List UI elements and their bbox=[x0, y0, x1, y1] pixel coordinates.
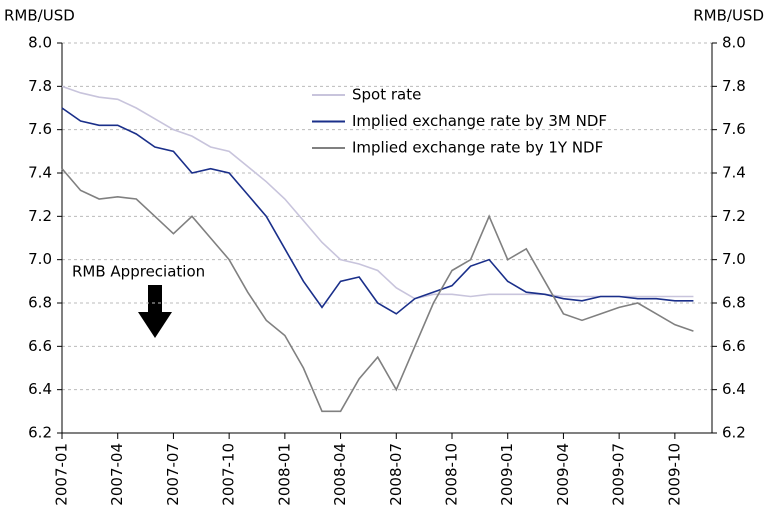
y2-tick-label: 7.8 bbox=[722, 77, 746, 95]
x-tick-label: 2007-07 bbox=[164, 443, 182, 506]
y2-tick-label: 7.4 bbox=[722, 164, 746, 182]
x-tick-label: 2009-01 bbox=[498, 443, 516, 506]
x-tick-label: 2008-07 bbox=[387, 443, 405, 506]
y2-tick-label: 6.4 bbox=[722, 380, 746, 398]
y2-axis-label: RMB/USD bbox=[693, 7, 764, 25]
series-line bbox=[61, 85, 694, 300]
legend-label: Implied exchange rate by 3M NDF bbox=[352, 112, 607, 130]
y2-tick-label: 6.8 bbox=[722, 294, 746, 312]
y2-tick-label: 6.2 bbox=[722, 424, 746, 442]
y-tick-label: 7.0 bbox=[28, 250, 52, 268]
x-tick-label: 2008-04 bbox=[331, 443, 349, 506]
y-tick-label: 6.8 bbox=[28, 294, 52, 312]
y-tick-label: 7.2 bbox=[28, 207, 52, 225]
y-tick-label: 6.2 bbox=[28, 424, 52, 442]
x-tick-label: 2009-10 bbox=[665, 443, 683, 506]
y-tick-label: 7.6 bbox=[28, 120, 52, 138]
y-tick-label: 6.6 bbox=[28, 337, 52, 355]
annotation: RMB Appreciation bbox=[72, 263, 205, 281]
y2-tick-label: 7.6 bbox=[722, 120, 746, 138]
y-tick-label: 6.4 bbox=[28, 380, 52, 398]
y2-tick-label: 7.0 bbox=[722, 250, 746, 268]
series-line bbox=[61, 168, 694, 413]
y2-tick-label: 8.0 bbox=[722, 34, 746, 52]
x-tick-label: 2008-01 bbox=[275, 443, 293, 506]
x-tick-label: 2007-10 bbox=[220, 443, 238, 506]
x-tick-label: 2007-01 bbox=[53, 443, 71, 506]
y2-tick-label: 6.6 bbox=[722, 337, 746, 355]
x-tick-label: 2007-04 bbox=[108, 443, 126, 506]
legend-label: Implied exchange rate by 1Y NDF bbox=[352, 139, 603, 157]
series-line bbox=[61, 107, 694, 315]
arrow bbox=[138, 285, 172, 338]
x-tick-label: 2009-04 bbox=[554, 443, 572, 506]
x-tick-label: 2009-07 bbox=[610, 443, 628, 506]
legend-label: Spot rate bbox=[352, 86, 421, 104]
y-tick-label: 8.0 bbox=[28, 34, 52, 52]
y-tick-label: 7.4 bbox=[28, 164, 52, 182]
y-axis-label: RMB/USD bbox=[4, 7, 75, 25]
x-tick-label: 2008-10 bbox=[443, 443, 461, 506]
y-tick-label: 7.8 bbox=[28, 77, 52, 95]
y2-tick-label: 7.2 bbox=[722, 207, 746, 225]
